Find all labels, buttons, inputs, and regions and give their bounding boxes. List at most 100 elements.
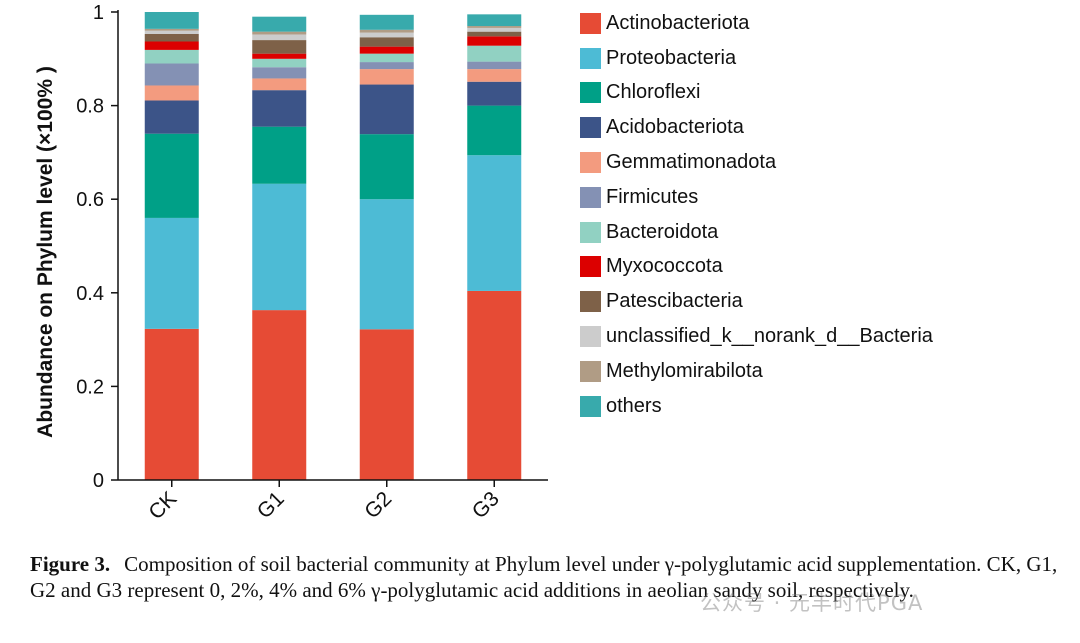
y-tick-label: 1: [93, 2, 104, 24]
bar-segment: [144, 34, 199, 42]
bar-segment: [144, 328, 199, 480]
legend-item: Proteobacteria: [580, 41, 933, 76]
bar-segment: [467, 61, 522, 70]
bar-segment: [144, 41, 199, 50]
bar-segment: [144, 133, 199, 218]
legend-item: Firmicutes: [580, 180, 933, 215]
bar-segment: [359, 14, 414, 30]
legend-label: Chloroflexi: [606, 81, 701, 104]
bar-segment: [359, 84, 414, 135]
legend-swatch: [580, 186, 601, 208]
bar-segment: [144, 85, 199, 101]
legend-label: Acidobacteriota: [606, 116, 744, 139]
bar-segment: [144, 12, 199, 29]
bar-segment: [252, 183, 307, 311]
legend-item: Bacteroidota: [580, 215, 933, 250]
bar-segment: [252, 67, 307, 79]
y-tick-label: 0.4: [76, 283, 104, 305]
bar-segment: [252, 78, 307, 91]
legend-label: unclassified_k__norank_d__Bacteria: [606, 325, 933, 348]
legend-swatch: [580, 360, 601, 382]
y-tick-label: 0.8: [76, 96, 104, 118]
watermark: 公众号 · 元丰时代PGA: [700, 591, 924, 615]
bar-segment: [144, 30, 199, 34]
bar-segment: [467, 105, 522, 156]
legend-label: others: [606, 394, 662, 417]
legend-label: Bacteroidota: [606, 220, 719, 243]
bar-segment: [467, 14, 522, 27]
bar-segment: [467, 27, 522, 32]
legend-label: Methylomirabilota: [606, 359, 763, 382]
legend: Actinobacteriota Proteobacteria Chloroflex…: [580, 6, 933, 424]
bar-segment: [467, 31, 522, 37]
x-tick-label: G2: [360, 487, 396, 523]
caption-text: Composition of soil bacterial community …: [30, 552, 1058, 602]
legend-item: Chloroflexi: [580, 76, 933, 111]
legend-label: Actinobacteriota: [606, 11, 750, 34]
bar-segment: [144, 49, 199, 64]
bar-segment: [467, 81, 522, 106]
bar-segment: [252, 53, 307, 59]
stacked-bar-chart: 0 0.2 0.4 0.6 0.8 1 CK G1 G2 G3 Abundance on Phylu…: [34, 2, 548, 524]
legend-swatch: [580, 326, 601, 348]
bar-segment: [467, 26, 522, 28]
bar-segment: [359, 46, 414, 54]
bar-segment: [467, 36, 522, 46]
bar-segment: [252, 126, 307, 184]
legend-swatch: [580, 256, 601, 278]
bar-segment: [467, 290, 522, 480]
legend-item: Gemmatimonadota: [580, 145, 933, 180]
legend-swatch: [580, 291, 601, 313]
legend-swatch: [580, 152, 601, 174]
bar-segment: [467, 69, 522, 82]
bar-segment: [359, 37, 414, 47]
bar-segment: [359, 53, 414, 63]
x-tick-label: G1: [253, 487, 289, 523]
bar-segment: [252, 90, 307, 127]
figure-caption: Figure 3. Composition of soil bacterial c…: [30, 551, 1075, 603]
bar-segment: [144, 217, 199, 329]
legend-item: Patescibacteria: [580, 284, 933, 319]
bar-segment: [252, 31, 307, 35]
bar-segment: [359, 329, 414, 480]
y-tick-label: 0.6: [76, 189, 104, 211]
legend-swatch: [580, 47, 601, 69]
legend-item: unclassified_k__norank_d__Bacteria: [580, 319, 933, 354]
bar-segment: [359, 69, 414, 85]
legend-swatch: [580, 82, 601, 104]
bar-segment: [144, 63, 199, 86]
x-tick-label: G3: [468, 487, 504, 523]
legend-swatch: [580, 395, 601, 417]
bar-segment: [467, 155, 522, 291]
bar-segment: [252, 34, 307, 41]
legend-item: Methylomirabilota: [580, 354, 933, 389]
bar-segment: [252, 40, 307, 54]
legend-label: Proteobacteria: [606, 46, 737, 69]
legend-label: Patescibacteria: [606, 290, 743, 313]
bar-segment: [359, 199, 414, 330]
legend-swatch: [580, 12, 601, 34]
legend-item: Acidobacteriota: [580, 110, 933, 145]
bar-segment: [252, 58, 307, 68]
legend-label: Firmicutes: [606, 185, 699, 208]
y-axis-title: Abundance on Phylum level (×100% ): [34, 66, 57, 438]
legend-item: others: [580, 389, 933, 424]
legend-label: Gemmatimonadota: [606, 151, 777, 174]
bar-segment: [252, 310, 307, 480]
bar-segment: [359, 29, 414, 33]
bar-segment: [359, 134, 414, 200]
legend-item: Myxococcota: [580, 250, 933, 285]
bar-segment: [359, 32, 414, 38]
legend-swatch: [580, 117, 601, 139]
legend-swatch: [580, 221, 601, 243]
bar-segment: [467, 45, 522, 62]
x-tick-label: CK: [144, 487, 181, 524]
caption-label: Figure 3.: [30, 552, 111, 576]
bar-segment: [144, 100, 199, 134]
bar-segment: [144, 28, 199, 31]
y-tick-label: 0: [93, 470, 104, 492]
legend-label: Myxococcota: [606, 255, 723, 278]
bar-segment: [252, 16, 307, 32]
bar-segment: [359, 62, 414, 70]
legend-item: Actinobacteriota: [580, 6, 933, 41]
